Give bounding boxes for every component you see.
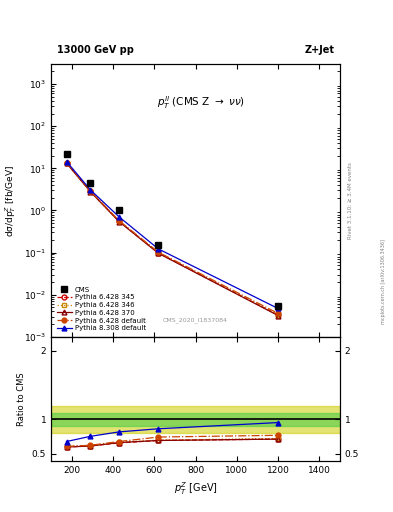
Text: Z+Jet: Z+Jet	[304, 45, 334, 55]
Y-axis label: Rivet 3.1.10; ≥ 3.4M events: Rivet 3.1.10; ≥ 3.4M events	[347, 162, 353, 239]
Text: $p_T^{ll}$ (CMS Z $\rightarrow$ $\nu\nu$): $p_T^{ll}$ (CMS Z $\rightarrow$ $\nu\nu$…	[157, 94, 245, 111]
Y-axis label: Ratio to CMS: Ratio to CMS	[17, 372, 26, 425]
Legend: CMS, Pythia 6.428 345, Pythia 6.428 346, Pythia 6.428 370, Pythia 6.428 default,: CMS, Pythia 6.428 345, Pythia 6.428 346,…	[55, 285, 148, 333]
Text: mcplots.cern.ch [arXiv:1306.3436]: mcplots.cern.ch [arXiv:1306.3436]	[381, 239, 386, 324]
Y-axis label: dσ/dp$_T^Z$ [fb/GeV]: dσ/dp$_T^Z$ [fb/GeV]	[4, 164, 18, 237]
Text: 13000 GeV pp: 13000 GeV pp	[57, 45, 134, 55]
Bar	[51, 413, 340, 426]
X-axis label: $p_T^Z$ [GeV]: $p_T^Z$ [GeV]	[174, 480, 217, 497]
Text: CMS_2020_I1837084: CMS_2020_I1837084	[163, 317, 228, 323]
Bar	[51, 406, 340, 433]
